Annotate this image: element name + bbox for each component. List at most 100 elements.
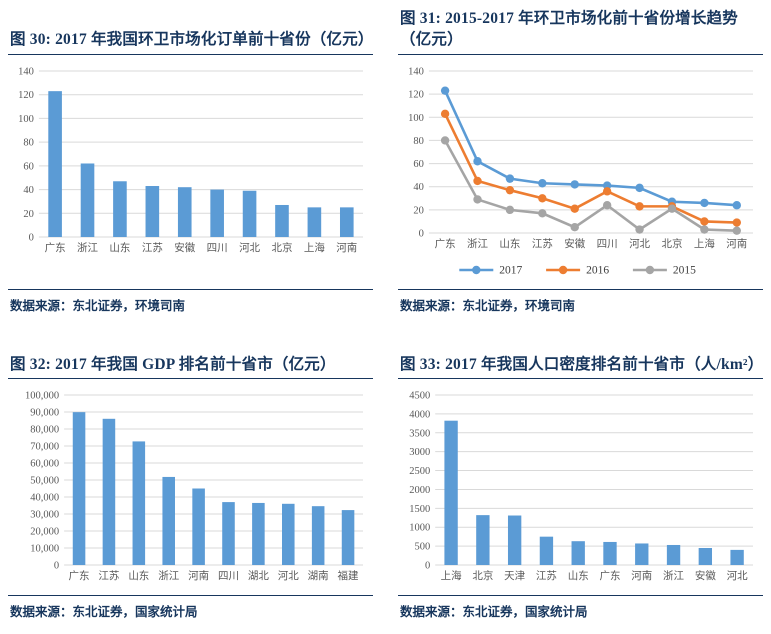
x-category-label: 广东 (45, 241, 66, 254)
charts-row-top: 图 30: 2017 年我国环卫市场化订单前十省份（亿元） 0 20 40 60 80 1… (8, 6, 763, 316)
x-category-label: 北京 (271, 241, 292, 254)
marker (700, 198, 709, 207)
x-category-label: 上海 (441, 569, 462, 582)
y-tick-label: 4500 (409, 391, 430, 402)
charts-row-bottom: 图 32: 2017 年我国 GDP 排名前十省市（亿元） 0 10,000 20,… (8, 352, 763, 622)
y-tick-label: 90,000 (30, 408, 59, 419)
y-tick-label: 80 (413, 136, 424, 147)
y-tick-label: 0 (419, 228, 424, 239)
y-tick-label: 140 (18, 66, 34, 77)
y-tick-label: 0 (29, 232, 34, 243)
y-tick-label: 3500 (409, 428, 430, 439)
x-category-label: 福建 (338, 569, 359, 582)
y-tick-label: 40,000 (30, 493, 59, 504)
y-tick-label: 60 (413, 159, 424, 170)
bar (80, 163, 95, 237)
y-tick-label: 100 (18, 114, 34, 125)
bar (113, 181, 127, 237)
marker (570, 222, 579, 232)
y-tick-label: 120 (408, 89, 424, 100)
marker (602, 181, 612, 190)
x-category-label: 河北 (629, 238, 650, 250)
x-category-label: 江苏 (98, 569, 119, 582)
figure-33-title: 图 33: 2017 年我国人口密度排名前十省市（人/km²） (398, 352, 763, 380)
line-series-2017 (443, 89, 737, 207)
bar (210, 189, 224, 237)
y-tick-label: 50,000 (30, 476, 59, 487)
bar (72, 412, 86, 566)
marker (732, 218, 741, 227)
bar (102, 418, 116, 566)
y-tick-label: 70,000 (30, 442, 59, 453)
marker (440, 135, 450, 145)
x-category-label: 广东 (69, 569, 90, 582)
bar (275, 204, 289, 237)
x-category-label: 河南 (336, 241, 357, 254)
y-tick-label: 40 (413, 182, 424, 193)
bar (730, 550, 744, 566)
y-tick-label: 60,000 (30, 459, 59, 470)
bar (132, 441, 146, 566)
bar (339, 207, 354, 237)
x-category-label: 浙江 (663, 570, 684, 582)
marker (732, 200, 741, 210)
line-series-2016 (443, 112, 737, 224)
x-category-label: 河南 (188, 569, 209, 582)
x-category-label: 安徽 (564, 237, 585, 250)
bar (341, 510, 355, 566)
x-category-label: 河北 (278, 570, 299, 582)
y-tick-label: 20 (413, 205, 424, 216)
legend-label: 2016 (586, 264, 609, 276)
x-category-label: 浙江 (77, 242, 98, 254)
bar (444, 420, 458, 566)
marker (440, 109, 450, 118)
bar (635, 543, 649, 566)
x-category-label: 湖南 (308, 569, 329, 582)
x-category-label: 上海 (694, 237, 715, 250)
figure-31-source: 数据来源：东北证券，环境司南 (398, 288, 763, 316)
y-tick-label: 1000 (409, 523, 430, 534)
figure-31-chart: 0 20 40 60 80 100 120 140 广东 浙江 山东 江苏 安徽 四川 河北 北京 上海 河南 20… (398, 61, 763, 279)
marker (667, 204, 677, 213)
y-tick-label: 0 (54, 561, 59, 572)
fig32-bar-chart: 0 10,000 20,000 30,000 40,000 50,000 60,000 70,… (25, 391, 363, 582)
marker (700, 216, 709, 226)
marker (538, 208, 547, 218)
bar (192, 488, 205, 566)
bar (666, 545, 681, 566)
marker (538, 178, 547, 188)
marker (570, 204, 579, 213)
y-tick-label: 20 (23, 209, 34, 220)
line-series-2015 (443, 139, 737, 232)
x-category-label: 四川 (218, 570, 239, 582)
x-category-label: 广东 (435, 237, 456, 250)
bar (311, 506, 325, 566)
y-tick-label: 80 (23, 137, 34, 148)
y-tick-label: 10,000 (30, 544, 59, 555)
y-tick-label: 100,000 (25, 391, 59, 402)
y-tick-label: 1500 (409, 504, 430, 515)
bar (281, 503, 295, 566)
marker (570, 179, 579, 189)
bar (145, 185, 160, 237)
figure-32-chart: 0 10,000 20,000 30,000 40,000 50,000 60,000 70,… (8, 385, 373, 585)
marker (473, 176, 482, 185)
x-category-label: 北京 (661, 237, 682, 250)
bar (162, 477, 175, 566)
x-category-label: 安徽 (695, 569, 717, 582)
marker (505, 205, 515, 214)
x-category-label: 天津 (504, 570, 525, 582)
y-tick-label: 500 (414, 542, 430, 553)
x-category-label: 江苏 (142, 241, 163, 254)
y-tick-label: 2000 (409, 485, 430, 496)
bar (177, 186, 192, 237)
marker (440, 86, 450, 95)
fig33-bar-chart: 0 500 1000 1500 2000 2500 3000 3500 4000 4500 上海 北京… (409, 391, 753, 582)
panel-fig33: 图 33: 2017 年我国人口密度排名前十省市（人/km²） 0 500 1000… (398, 352, 763, 622)
x-category-label: 四川 (207, 242, 228, 254)
y-tick-label: 0 (425, 561, 430, 572)
y-tick-label: 140 (408, 66, 424, 77)
y-tick-label: 120 (18, 90, 34, 101)
x-category-label: 山东 (109, 241, 130, 254)
